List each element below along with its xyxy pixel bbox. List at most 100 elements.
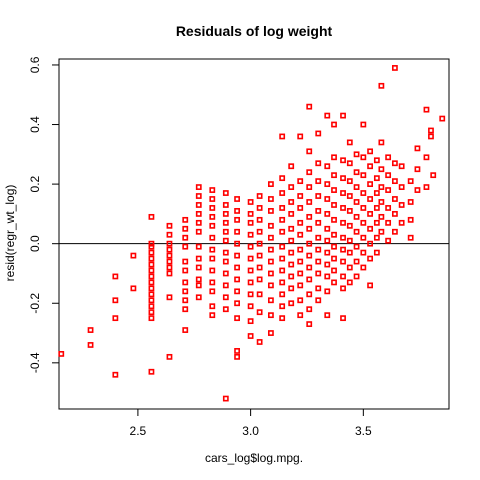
data-point — [353, 199, 360, 205]
data-point — [182, 225, 189, 232]
data-point — [378, 213, 385, 220]
data-point — [182, 279, 189, 286]
data-point — [279, 190, 286, 196]
data-points — [58, 65, 446, 402]
data-point — [324, 273, 331, 280]
data-point — [130, 285, 137, 292]
data-point — [367, 225, 373, 232]
data-point — [288, 225, 295, 232]
data-point — [182, 288, 189, 295]
data-point — [391, 160, 398, 167]
data-point — [360, 205, 367, 211]
data-point — [234, 208, 240, 214]
data-point — [353, 258, 360, 265]
data-point — [353, 213, 360, 220]
data-point — [58, 350, 65, 357]
data-point — [209, 288, 216, 295]
data-point — [268, 234, 274, 241]
data-point — [288, 261, 295, 268]
data-point — [148, 309, 155, 316]
data-point — [315, 193, 322, 199]
data-point — [315, 246, 322, 253]
data-point — [324, 210, 331, 217]
data-point — [378, 199, 385, 205]
data-point — [195, 264, 202, 271]
data-point — [234, 216, 240, 223]
data-point — [166, 252, 173, 259]
data-point — [148, 291, 155, 298]
data-point — [112, 273, 119, 280]
data-point — [234, 276, 240, 283]
data-point — [297, 297, 304, 304]
data-point — [306, 306, 313, 313]
data-point — [315, 208, 322, 214]
x-axis-label: cars_log$log.mpg. — [205, 451, 303, 465]
data-point — [268, 246, 274, 253]
data-point — [340, 258, 346, 265]
data-point — [353, 151, 360, 158]
data-point — [297, 246, 304, 253]
data-point — [407, 234, 414, 241]
data-point — [324, 112, 331, 119]
data-point — [385, 205, 392, 211]
data-point — [247, 243, 254, 250]
data-point — [268, 196, 274, 202]
data-point — [353, 184, 360, 190]
data-point — [288, 184, 295, 190]
data-point — [247, 318, 254, 325]
data-point — [222, 249, 229, 256]
data-point — [234, 353, 240, 360]
data-point — [195, 243, 202, 250]
data-point — [148, 255, 155, 262]
data-point — [182, 297, 189, 304]
data-point — [306, 103, 313, 110]
data-point — [360, 234, 367, 241]
data-point — [340, 190, 346, 196]
data-point — [423, 154, 430, 161]
data-point — [288, 163, 295, 170]
data-point — [256, 216, 263, 223]
data-point — [222, 294, 229, 301]
data-point — [340, 246, 346, 253]
x-axis: 2.5 3.0 3.5 — [130, 408, 372, 438]
data-point — [279, 279, 286, 286]
data-point — [398, 219, 405, 226]
data-point — [306, 225, 313, 232]
data-point — [256, 339, 263, 345]
data-point — [279, 303, 286, 310]
data-point — [324, 196, 331, 202]
data-point — [439, 115, 446, 122]
data-point — [331, 187, 337, 193]
data-point — [297, 258, 304, 265]
data-point — [407, 178, 414, 185]
data-point — [346, 222, 353, 229]
data-point — [279, 315, 286, 322]
data-point — [268, 222, 274, 229]
data-point — [315, 178, 322, 185]
data-point — [234, 264, 240, 271]
data-point — [367, 240, 373, 247]
data-point — [209, 205, 216, 211]
chart-title: Residuals of log weight — [176, 23, 333, 39]
data-point — [87, 327, 94, 333]
data-point — [324, 312, 331, 319]
data-point — [367, 163, 373, 170]
data-point — [306, 264, 313, 271]
data-point — [209, 303, 216, 310]
data-point — [209, 279, 216, 286]
data-point — [297, 133, 304, 140]
data-point — [346, 178, 353, 185]
data-point — [256, 252, 263, 259]
data-point — [182, 306, 189, 313]
data-point — [340, 285, 346, 292]
data-point — [297, 205, 304, 211]
data-point — [222, 282, 229, 289]
data-point — [373, 249, 380, 256]
data-point — [288, 210, 295, 217]
data-point — [148, 368, 155, 375]
data-point — [166, 222, 173, 229]
data-point — [391, 210, 398, 217]
data-point — [279, 255, 286, 262]
data-point — [385, 237, 392, 244]
